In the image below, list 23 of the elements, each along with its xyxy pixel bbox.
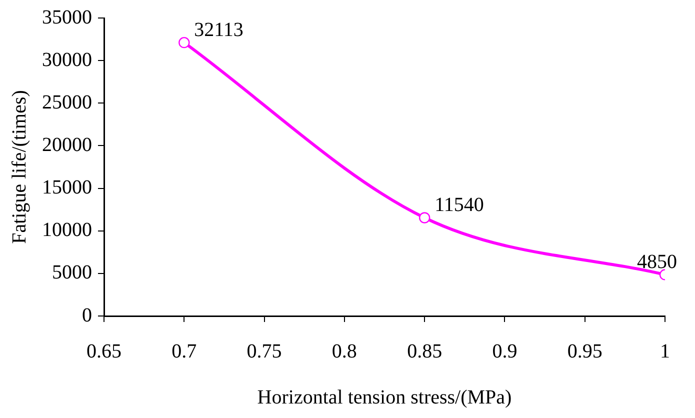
x-axis-title: Horizontal tension stress/(MPa) <box>257 386 512 408</box>
y-tick-label: 10000 <box>42 219 92 242</box>
y-tick-label: 5000 <box>52 262 92 284</box>
x-tick-label: 0.7 <box>172 340 197 362</box>
y-axis-title: Fatigue life/(times) <box>8 90 30 244</box>
data-label: 4850 <box>637 250 677 273</box>
y-tick-label: 0 <box>82 304 92 326</box>
x-tick-label: 0.8 <box>332 340 357 362</box>
x-tick-label: 0.95 <box>567 340 602 362</box>
point <box>418 212 430 224</box>
y-tick-label: 25000 <box>42 91 92 114</box>
x-tick-label: 0.65 <box>86 340 122 362</box>
data-label: 11540 <box>434 194 484 216</box>
y-tick-label: 20000 <box>42 134 92 156</box>
y-tick-label: 35000 <box>42 6 92 28</box>
x-tick-label: 1 <box>660 340 670 362</box>
x-tick-label: 0.9 <box>492 340 518 362</box>
y-tick-label: 15000 <box>42 176 92 199</box>
point <box>178 36 190 48</box>
x-tick-label: 0.75 <box>246 340 282 362</box>
x-tick-label: 0.85 <box>407 340 442 362</box>
y-tick-label: 30000 <box>42 48 92 71</box>
data-label: 32113 <box>194 18 244 41</box>
